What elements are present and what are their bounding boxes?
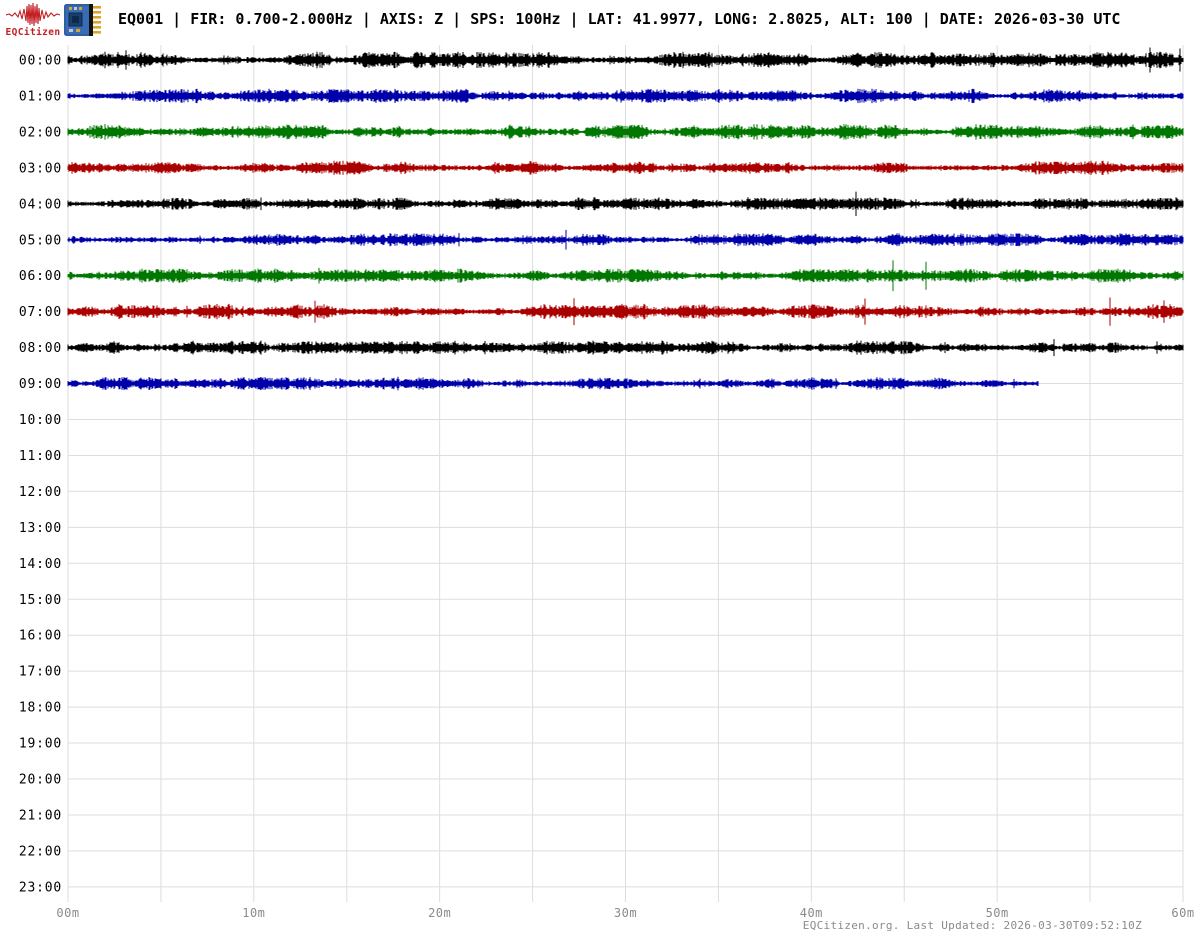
hour-label: 11:00 <box>19 449 62 464</box>
eqcitizen-logo: EQCitizen <box>6 2 60 38</box>
seismic-trace-0400 <box>67 191 1184 216</box>
seismic-waveform-icon <box>6 2 60 27</box>
hour-label: 15:00 <box>19 593 62 608</box>
hour-label: 18:00 <box>19 701 62 716</box>
minute-label: 40m <box>800 906 823 920</box>
hour-label: 21:00 <box>19 808 62 823</box>
last-updated-text: EQCitizen.org. Last Updated: 2026-03-30T… <box>802 919 1142 932</box>
hour-label: 03:00 <box>19 161 62 176</box>
hour-label: 16:00 <box>19 629 62 644</box>
minute-label: 00m <box>56 906 79 920</box>
hour-label: 09:00 <box>19 377 62 392</box>
hour-label: 00:00 <box>19 54 62 69</box>
sensor-chip-image <box>64 4 101 36</box>
hour-label: 08:00 <box>19 341 62 356</box>
seismic-trace-0100 <box>67 88 1184 104</box>
hour-label: 05:00 <box>19 233 62 248</box>
station-info-title: EQ001 | FIR: 0.700-2.000Hz | AXIS: Z | S… <box>118 10 1121 28</box>
minute-label: 30m <box>614 906 637 920</box>
header-bar: EQCitizen EQ001 | FIR: 0.700-2.000Hz | A… <box>0 0 1200 42</box>
hour-label: 10:00 <box>19 413 62 428</box>
hour-label: 19:00 <box>19 737 62 752</box>
hour-label: 04:00 <box>19 197 62 212</box>
seismic-trace-0300 <box>67 160 1184 175</box>
hour-label: 02:00 <box>19 125 62 140</box>
seismic-trace-0600 <box>67 260 1184 292</box>
hour-label: 06:00 <box>19 269 62 284</box>
hour-label: 01:00 <box>19 89 62 104</box>
hour-label: 13:00 <box>19 521 62 536</box>
seismic-trace-0800 <box>67 339 1184 357</box>
seismic-trace-0000 <box>67 47 1184 73</box>
seismic-trace-0500 <box>67 229 1184 250</box>
hour-label: 12:00 <box>19 485 62 500</box>
seismic-trace-0700 <box>67 297 1184 326</box>
seismic-trace-0900 <box>67 376 1039 391</box>
hour-label: 20:00 <box>19 773 62 788</box>
minute-label: 50m <box>986 906 1009 920</box>
minute-label: 20m <box>428 906 451 920</box>
brand-text: EQCitizen <box>6 27 60 38</box>
hour-label: 07:00 <box>19 305 62 320</box>
minute-label: 60m <box>1171 906 1194 920</box>
hour-label: 17:00 <box>19 665 62 680</box>
hour-label: 14:00 <box>19 557 62 572</box>
seismic-trace-0200 <box>67 124 1184 140</box>
hour-label: 22:00 <box>19 844 62 859</box>
minute-label: 10m <box>242 906 265 920</box>
hour-label: 23:00 <box>19 880 62 895</box>
